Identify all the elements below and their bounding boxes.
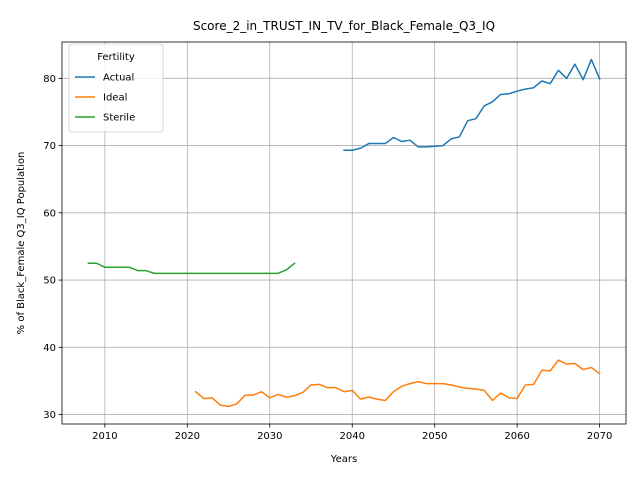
y-tick-label: 50	[43, 276, 56, 287]
plot-frame	[61, 41, 627, 425]
x-tick-label: 2060	[504, 431, 529, 442]
grid	[62, 42, 626, 424]
series-line-actual	[343, 58, 601, 152]
x-tick-label: 2050	[422, 431, 447, 442]
y-tick-label: 40	[43, 343, 56, 354]
chart-title: Score_2_in_TRUST_IN_TV_for_Black_Female_…	[193, 19, 495, 33]
series-line-ideal	[194, 359, 601, 408]
legend-label-actual: Actual	[103, 73, 134, 84]
y-axis-label: % of Black_Female Q3_IQ Population	[16, 152, 27, 335]
legend-items: Actual Ideal Sterile	[75, 73, 135, 124]
legend-label-ideal: Ideal	[103, 93, 127, 104]
x-tick-label: 2010	[92, 431, 117, 442]
y-tick-label: 30	[43, 410, 56, 421]
series-line-sterile	[87, 262, 296, 275]
legend: Fertility Actual Ideal Sterile	[68, 43, 164, 133]
series-layer	[87, 58, 601, 408]
x-tick-label: 2070	[587, 431, 612, 442]
y-tick-label: 80	[43, 74, 56, 85]
y-tick-label: 70	[43, 141, 56, 152]
legend-label-sterile: Sterile	[103, 113, 135, 124]
x-tick-label: 2030	[257, 431, 282, 442]
x-axis: 2010 2020 2030 2040 2050 2060 2070	[92, 424, 612, 442]
x-axis-label: Years	[330, 454, 357, 465]
legend-box	[68, 43, 164, 133]
legend-title: Fertility	[97, 52, 135, 63]
y-axis: 30 40 50 60 70 80	[43, 74, 62, 421]
x-tick-label: 2020	[175, 431, 200, 442]
y-tick-label: 60	[43, 208, 56, 219]
x-tick-label: 2040	[340, 431, 365, 442]
